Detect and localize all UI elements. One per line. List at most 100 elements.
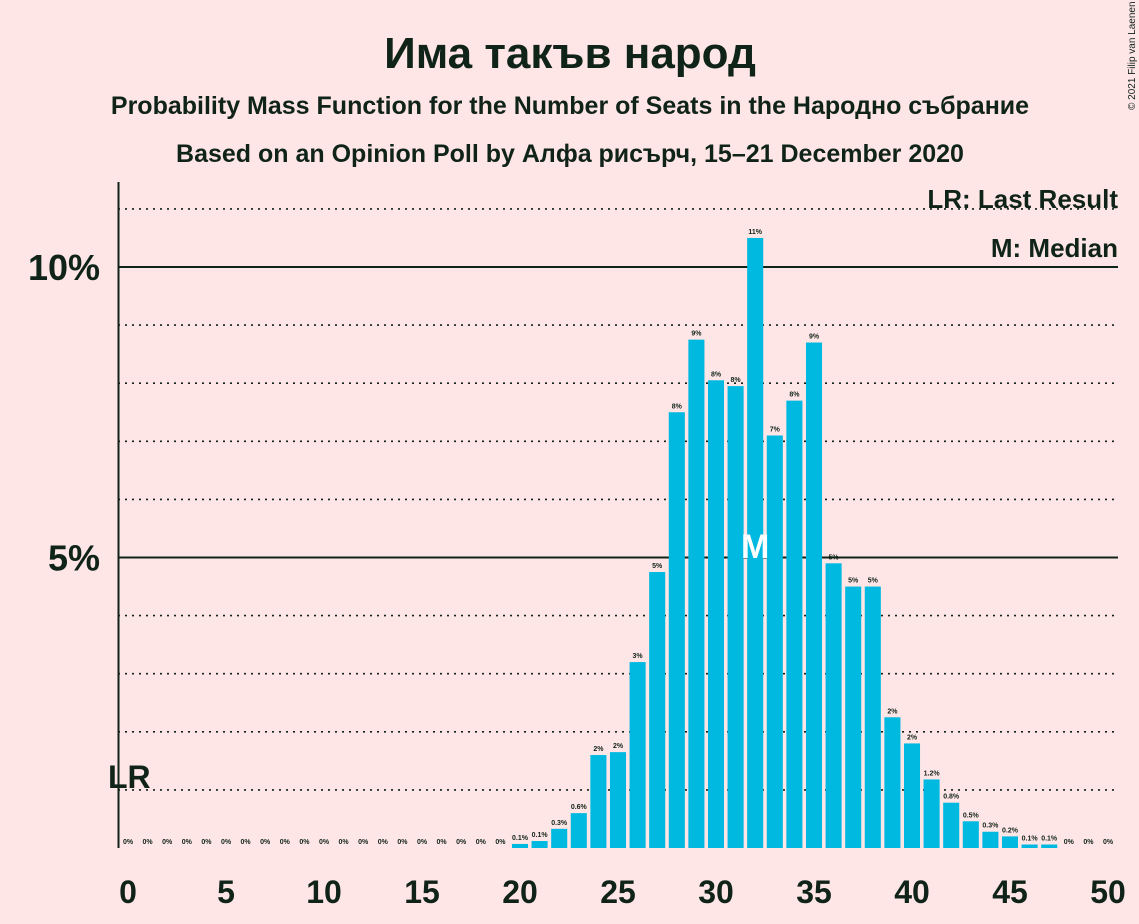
bar-seat-32 bbox=[747, 237, 764, 848]
chart-subtitle-poll: Based on an Opinion Poll by Алфа рисърч,… bbox=[176, 140, 964, 168]
chart-title: Има такъв народ bbox=[384, 29, 756, 78]
bar-label-seat-16: 0% bbox=[437, 839, 448, 846]
bar-label-seat-31: 8% bbox=[731, 377, 742, 384]
bar-label-seat-18: 0% bbox=[476, 839, 487, 846]
bar-label-seat-42: 0.8% bbox=[943, 794, 960, 801]
bar-seat-39 bbox=[884, 717, 901, 848]
bar-seat-26 bbox=[629, 662, 646, 848]
bar-label-seat-33: 7% bbox=[770, 426, 781, 433]
median-marker: M bbox=[741, 528, 769, 566]
bar-seat-44 bbox=[982, 831, 999, 848]
y-tick-label: 10% bbox=[28, 247, 100, 288]
bar-label-seat-25: 2% bbox=[613, 743, 624, 750]
bar-label-seat-4: 0% bbox=[201, 839, 212, 846]
bar-label-seat-39: 2% bbox=[887, 708, 898, 715]
bar-seat-25 bbox=[609, 752, 627, 848]
bar-label-seat-34: 8% bbox=[789, 392, 800, 399]
bar-seat-46 bbox=[1021, 844, 1038, 848]
bar-seat-43 bbox=[962, 821, 979, 848]
bar-label-seat-41: 1.2% bbox=[924, 770, 941, 777]
x-tick-label: 40 bbox=[894, 874, 930, 910]
x-tick-label: 10 bbox=[306, 874, 342, 910]
bar-label-seat-12: 0% bbox=[358, 839, 369, 846]
bar-label-seat-40: 2% bbox=[907, 734, 918, 741]
legend-last-result: LR: Last Result bbox=[927, 184, 1118, 214]
bar-seat-42 bbox=[943, 802, 960, 848]
bar-label-seat-0: 0% bbox=[123, 839, 134, 846]
bar-seat-40 bbox=[903, 743, 921, 848]
x-tick-label: 5 bbox=[217, 874, 235, 910]
bar-label-seat-28: 8% bbox=[672, 403, 683, 410]
bar-seat-28 bbox=[668, 412, 685, 848]
bar-label-seat-46: 0.1% bbox=[1022, 836, 1039, 843]
x-tick-label: 0 bbox=[119, 874, 137, 910]
bar-seat-45 bbox=[1001, 836, 1019, 848]
gridlines bbox=[118, 208, 1118, 791]
y-tick-labels: 5% 10% bbox=[28, 247, 100, 579]
bar-label-seat-7: 0% bbox=[260, 839, 271, 846]
last-result-marker: LR bbox=[108, 759, 151, 795]
bar-label-seat-26: 3% bbox=[633, 653, 644, 660]
bar-label-seat-43: 0.5% bbox=[963, 812, 980, 819]
bar-label-seat-3: 0% bbox=[182, 839, 193, 846]
y-tick-label: 5% bbox=[48, 538, 100, 579]
bar-label-seat-2: 0% bbox=[162, 839, 173, 846]
bar-seat-24 bbox=[590, 755, 607, 848]
bar-label-seat-1: 0% bbox=[143, 839, 154, 846]
bar-seat-41 bbox=[923, 779, 940, 848]
bar-label-seat-29: 9% bbox=[691, 331, 702, 338]
bar-label-seat-32: 11% bbox=[748, 229, 762, 236]
bar-label-seat-44: 0.3% bbox=[982, 823, 999, 830]
legend-median: M: Median bbox=[991, 233, 1118, 263]
bar-seat-21 bbox=[531, 841, 548, 848]
bar-label-seat-13: 0% bbox=[378, 839, 389, 846]
bar-label-seat-20: 0.1% bbox=[512, 835, 529, 842]
bar-seat-38 bbox=[864, 586, 881, 848]
bar-label-seat-14: 0% bbox=[397, 839, 408, 846]
bar-label-seat-11: 0% bbox=[339, 839, 350, 846]
bar-label-seat-15: 0% bbox=[417, 839, 428, 846]
bar-seat-31 bbox=[727, 386, 744, 848]
bar-label-seat-37: 5% bbox=[848, 578, 859, 585]
bar-seat-33 bbox=[766, 435, 783, 848]
bar-seat-36 bbox=[825, 563, 842, 848]
bar-label-seat-19: 0% bbox=[495, 839, 506, 846]
bar-label-seat-27: 5% bbox=[652, 563, 663, 570]
copyright-notice: © 2021 Filip van Laenen bbox=[1127, 1, 1138, 110]
bar-label-seat-23: 0.6% bbox=[571, 804, 588, 811]
bar-seat-30 bbox=[707, 380, 725, 848]
bar-label-seat-50: 0% bbox=[1103, 839, 1114, 846]
bars bbox=[511, 237, 1058, 848]
bar-seat-29 bbox=[688, 339, 705, 848]
x-tick-label: 45 bbox=[992, 874, 1028, 910]
bar-label-seat-21: 0.1% bbox=[532, 832, 549, 839]
bar-label-seat-30: 8% bbox=[711, 371, 722, 378]
x-tick-label: 30 bbox=[698, 874, 734, 910]
bar-labels: 0% 0% 0% 0% 0% 0% 0% 0% 0% 0% 0% 0% 0% 0% 0% 0% 0% 0% 0% 0%… bbox=[123, 229, 1114, 846]
x-tick-label: 35 bbox=[796, 874, 832, 910]
chart-subtitle: Probability Mass Function for the Number… bbox=[111, 92, 1029, 120]
bar-label-seat-6: 0% bbox=[241, 839, 252, 846]
bar-seat-27 bbox=[649, 572, 666, 848]
bar-label-seat-22: 0.3% bbox=[551, 820, 568, 827]
bar-label-seat-9: 0% bbox=[299, 839, 310, 846]
bar-label-seat-36: 5% bbox=[829, 554, 840, 561]
bar-seat-20 bbox=[511, 843, 529, 848]
bar-seat-47 bbox=[1041, 844, 1058, 848]
bar-label-seat-10: 0% bbox=[319, 839, 330, 846]
x-tick-label: 20 bbox=[502, 874, 538, 910]
bar-label-seat-5: 0% bbox=[221, 839, 232, 846]
bar-seat-23 bbox=[570, 813, 587, 848]
bar-label-seat-47: 0.1% bbox=[1041, 836, 1058, 843]
bar-seat-22 bbox=[551, 828, 568, 848]
x-tick-label: 25 bbox=[600, 874, 636, 910]
bar-seat-34 bbox=[786, 400, 803, 848]
bar-seat-37 bbox=[845, 586, 862, 848]
bar-label-seat-8: 0% bbox=[280, 839, 291, 846]
x-tick-label: 15 bbox=[404, 874, 440, 910]
x-tick-label: 50 bbox=[1090, 874, 1126, 910]
bar-label-seat-38: 5% bbox=[868, 578, 879, 585]
bar-label-seat-24: 2% bbox=[593, 746, 604, 753]
bar-label-seat-45: 0.2% bbox=[1002, 827, 1019, 834]
